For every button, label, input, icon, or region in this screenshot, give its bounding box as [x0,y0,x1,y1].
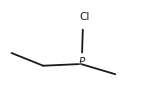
Text: P: P [78,57,85,67]
Text: Cl: Cl [79,12,89,22]
